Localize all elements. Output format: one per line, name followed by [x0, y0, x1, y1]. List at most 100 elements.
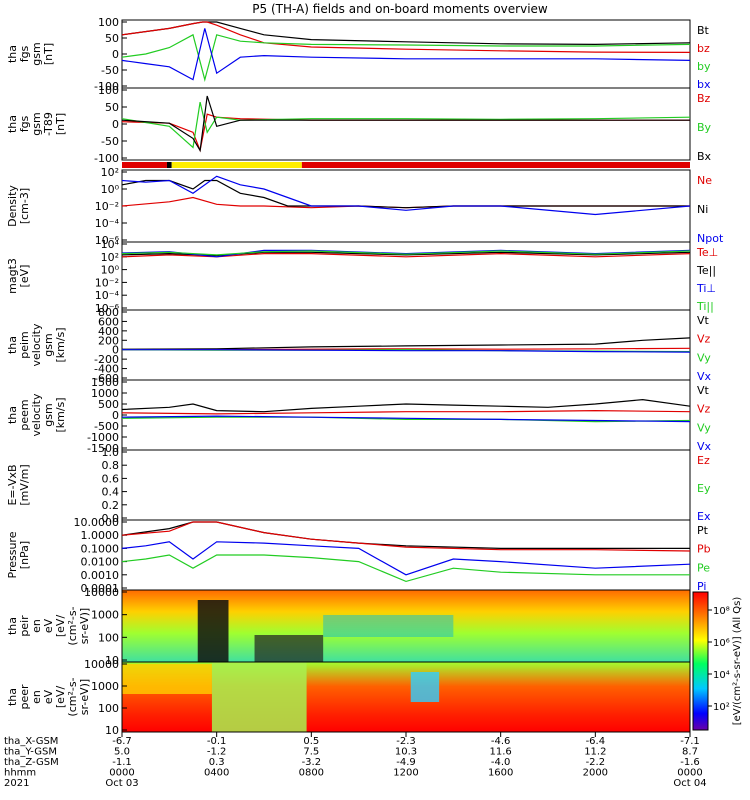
y-axis-label: Pressure [nPa] — [6, 531, 31, 578]
spectrogram-band — [211, 662, 307, 732]
y-tick-label: 0 — [112, 118, 119, 131]
colorbar-tick-label: 10⁶ — [713, 638, 730, 649]
y-axis-label-line: [eV/ — [54, 686, 67, 709]
y-tick-label: 0.0010 — [81, 569, 120, 582]
spectrogram-band — [122, 664, 212, 694]
y-tick-label: 10 — [105, 724, 119, 737]
figure-title: P5 (TH-A) fields and on-board moments ov… — [252, 2, 548, 16]
y-tick-label: -1000 — [87, 431, 119, 444]
legend-label: bx — [697, 78, 711, 91]
panel-frame — [121, 519, 691, 591]
series-line-Te⊥ — [121, 252, 691, 258]
y-axis-label-line: en — [30, 619, 43, 633]
y-axis-label-line: -T89 — [42, 112, 55, 136]
x-table-value: 11.2 — [584, 747, 606, 758]
series-line-Npot — [121, 175, 691, 216]
legend-label: Pt — [697, 524, 709, 537]
y-tick-label: 10² — [101, 166, 119, 179]
y-tick-label: -200 — [94, 353, 119, 366]
y-axis-label: tha peir en eV [eV/(cm²-s-sr-eV)] — [6, 606, 91, 645]
y-axis-label-line: Pressure — [6, 531, 19, 578]
colorbar-label: [eV/(cm²-s-sr-eV)] (All Qs) — [732, 597, 743, 726]
x-table-value: -7.1 — [680, 736, 700, 747]
y-axis-label-line: sr-eV)] — [78, 608, 91, 644]
y-axis-label-line: peir — [18, 615, 31, 637]
y-tick-label: 500 — [98, 398, 119, 411]
y-axis-label-line: peem — [18, 399, 31, 430]
y-axis-label-line: [nPa] — [18, 541, 31, 569]
x-table-value: 11.6 — [490, 747, 512, 758]
panel-frame — [121, 19, 691, 89]
x-table-value: -6.4 — [586, 736, 606, 747]
y-axis-label-line: gsm — [30, 42, 43, 65]
x-table-value: -1.6 — [680, 757, 700, 768]
series-line-By — [121, 101, 691, 149]
series-line-Pb — [121, 521, 691, 552]
y-axis-label-line: [nT] — [54, 113, 67, 135]
legend-label: Ni — [697, 203, 708, 216]
y-tick-label: -400 — [94, 363, 119, 376]
x-table-value: 5.0 — [114, 747, 130, 758]
series-line-Te|| — [121, 251, 691, 257]
y-axis-label-line: en — [30, 690, 43, 704]
colorbar-tick-label: 10² — [713, 702, 730, 713]
series-line-by — [121, 33, 691, 82]
legend-label: Pe — [697, 561, 710, 574]
y-tick-label: 10⁻² — [95, 200, 119, 213]
legend-label: Vz — [697, 333, 711, 346]
x-table-value: 2000 — [583, 768, 608, 779]
y-tick-label: 10⁻⁶ — [95, 234, 120, 247]
y-tick-label: 100 — [98, 84, 119, 97]
legend-label: by — [697, 60, 711, 73]
y-tick-label: 400 — [98, 325, 119, 338]
y-tick-label: -100 — [94, 80, 119, 93]
y-tick-label: 1000 — [91, 609, 119, 622]
legend-label: Vt — [697, 384, 710, 397]
y-tick-label: -600 — [94, 372, 119, 385]
y-tick-label: 0 — [112, 48, 119, 61]
y-axis-label-line: fgs — [18, 115, 31, 132]
panel-frame — [121, 379, 691, 451]
legend-label: Ex — [697, 510, 711, 523]
y-tick-label: 10⁻² — [95, 276, 119, 289]
x-axis-table: tha_X-GSM -6.7 -0.1 0.5 -2.3 -4.6 -6.4 -7.1 tha_… — [4, 732, 707, 789]
y-tick-label: 100 — [98, 702, 119, 715]
y-axis-label-line: magt3 — [6, 258, 19, 294]
y-tick-label: -100 — [94, 152, 119, 165]
y-axis-label: tha fgs gsm -T89 [nT] — [6, 112, 67, 136]
series-line-Vy — [121, 416, 691, 423]
y-axis-label: E=-VxB [mV/m] — [6, 464, 31, 505]
y-tick-label: 1500 — [91, 376, 119, 389]
series-line-Pi — [121, 541, 691, 576]
y-tick-label: 800 — [98, 306, 119, 319]
y-axis-label-line: tha — [6, 617, 19, 635]
y-axis-label-line: gsm — [30, 112, 43, 135]
y-tick-label: -500 — [94, 420, 119, 433]
y-axis-label-line: [nT] — [42, 43, 55, 65]
y-tick-label: 1000 — [91, 680, 119, 693]
y-tick-label: 50 — [105, 32, 119, 45]
legend-label: Te⊥ — [696, 246, 718, 259]
legend-label: Bt — [697, 24, 710, 37]
x-table-value: -1.2 — [207, 747, 227, 758]
panel-fgs-dsl: 100 50 0 -50 -100 tha fgs gsm -T89 [nT] Bz By Bx — [6, 84, 712, 165]
series-line-Vx — [121, 415, 691, 423]
panel-peer-spectrogram: 10000 1000 100 10 tha peer en eV [eV/(cm²-s-sr-e… — [6, 658, 691, 737]
legend-label: Bz — [697, 92, 711, 105]
y-axis-label-line: eV — [42, 689, 55, 704]
x-table-value: -2.2 — [586, 757, 606, 768]
y-tick-label: 10⁻⁴ — [95, 217, 120, 230]
panel-density: 10² 10⁰ 10⁻² 10⁻⁴ 10⁻⁶ Density [cm-3] Ne Ni Npot — [6, 166, 724, 247]
spectrogram-low-flux — [254, 635, 324, 662]
y-tick-label: 10⁻⁶ — [95, 302, 120, 315]
y-tick-label: 10000 — [84, 586, 119, 599]
panel-efield: 1.00.80.60.40.20.0 E=-VxB [mV/m] Ez Ey Ex — [6, 446, 711, 525]
x-table-row-label: hhmm — [4, 768, 36, 779]
legend-label: Pi — [697, 580, 706, 593]
y-tick-label: -1500 — [87, 442, 119, 455]
x-table-row-label: tha_X-GSM — [4, 736, 58, 747]
x-table-value: 0.5 — [303, 736, 319, 747]
x-table-value: 7.5 — [303, 747, 319, 758]
panel-frame — [121, 241, 691, 311]
